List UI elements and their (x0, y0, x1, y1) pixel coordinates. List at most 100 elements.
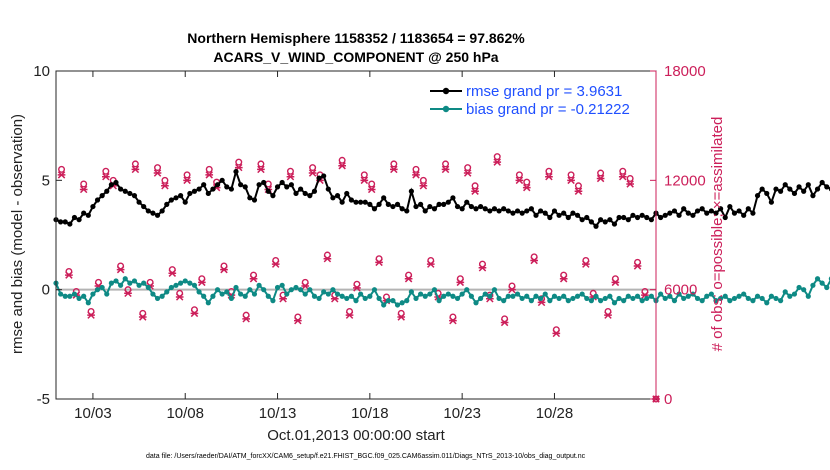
bias-point (551, 293, 558, 299)
rmse-point (436, 201, 442, 207)
obs-assimilated-marker (397, 313, 406, 321)
rmse-point (754, 193, 761, 199)
obs-assimilated-marker (57, 171, 66, 179)
rmse-point (778, 188, 784, 194)
rmse-point (768, 199, 774, 205)
obs-assimilated-marker (419, 182, 428, 190)
rmse-point (394, 201, 401, 207)
bias-point (201, 293, 207, 299)
rmse-point (325, 186, 331, 192)
obs-assimilated-marker (449, 316, 457, 325)
rmse-point (71, 214, 78, 221)
rmse-point (62, 219, 68, 225)
y-tick-label: 5 (42, 172, 50, 189)
legend-rmse-label: rmse grand pr = 3.9631 (466, 83, 622, 100)
bias-point (658, 291, 664, 297)
bias-point (722, 293, 728, 299)
obs-assimilated-marker (545, 172, 553, 181)
obs-assimilated-marker (345, 311, 354, 319)
obs-possible-marker (442, 160, 450, 168)
rmse-point (196, 186, 202, 192)
obs-assimilated-marker (183, 176, 191, 185)
rmse-point (496, 208, 502, 214)
obs-assimilated-marker (367, 185, 376, 194)
rmse-point (639, 212, 645, 218)
rmse-point (593, 223, 599, 229)
bias-point (491, 287, 498, 293)
bias-point (496, 295, 502, 302)
x-tick-label: 10/23 (443, 405, 481, 422)
bias-point (681, 295, 687, 302)
rmse-point (667, 210, 673, 216)
x-tick-label: 10/18 (351, 405, 389, 422)
x-tick-label: 10/28 (536, 405, 574, 422)
obs-possible-marker (626, 175, 634, 183)
bias-point (754, 293, 761, 299)
bias-point (358, 291, 364, 297)
rmse-point (256, 182, 262, 188)
bias-point (154, 295, 161, 302)
rmse-point (390, 203, 396, 210)
obs-assimilated-marker (279, 295, 287, 303)
rmse-point (759, 186, 765, 192)
rmse-point (284, 184, 290, 190)
rmse-point (58, 219, 64, 225)
rmse-point (561, 210, 567, 216)
rmse-point (311, 188, 318, 194)
obs-assimilated-marker (131, 165, 140, 174)
obs-assimilated-marker (87, 311, 95, 319)
rmse-point (814, 186, 821, 192)
rmse-point (224, 184, 230, 190)
rmse-point (514, 208, 521, 214)
rmse-point (118, 186, 124, 192)
obs-assimilated-marker (559, 275, 568, 283)
bias-point (298, 287, 304, 293)
bias-point (561, 293, 567, 299)
bias-point (196, 289, 202, 295)
bias-point (690, 291, 696, 297)
rmse-point (445, 199, 451, 205)
bias-point (58, 291, 64, 297)
obs-possible-marker (205, 165, 213, 173)
bias-point (547, 298, 553, 304)
bias-point (741, 291, 747, 297)
rmse-point (551, 208, 558, 214)
bias-point (219, 291, 225, 297)
bias-point (330, 287, 336, 293)
bias-point (256, 282, 262, 288)
bias-point (302, 291, 308, 297)
rmse-point (501, 206, 507, 212)
rmse-point (113, 179, 119, 186)
obs-possible-marker (464, 164, 472, 172)
rmse-point (99, 193, 105, 199)
obs-assimilated-marker (463, 169, 472, 177)
rmse-point (408, 188, 414, 194)
rmse-point (741, 212, 747, 218)
obs-possible-marker (471, 182, 479, 190)
rmse-point (542, 210, 548, 216)
bias-point (178, 280, 184, 286)
bias-point (316, 295, 322, 302)
rmse-point (736, 208, 742, 214)
bias-point (293, 284, 299, 291)
bias-point (131, 278, 138, 284)
rmse-point (247, 195, 253, 201)
obs-possible-marker (493, 153, 501, 161)
bias-point (588, 298, 594, 304)
bias-point (81, 293, 87, 299)
bias-point (118, 282, 124, 288)
obs-assimilated-marker (301, 282, 310, 290)
obs-assimilated-marker (153, 169, 162, 177)
rmse-point (491, 206, 498, 212)
obs-assimilated-marker (205, 171, 214, 179)
rmse-point (473, 206, 479, 212)
rmse-point (330, 195, 336, 201)
rmse-point (805, 182, 811, 188)
rmse-point (625, 217, 631, 223)
bias-point (814, 276, 821, 282)
rmse-point (279, 179, 285, 186)
rmse-point (694, 208, 701, 214)
rmse-point (681, 206, 687, 212)
obs-assimilated-marker (530, 256, 538, 265)
rmse-point (238, 182, 244, 188)
